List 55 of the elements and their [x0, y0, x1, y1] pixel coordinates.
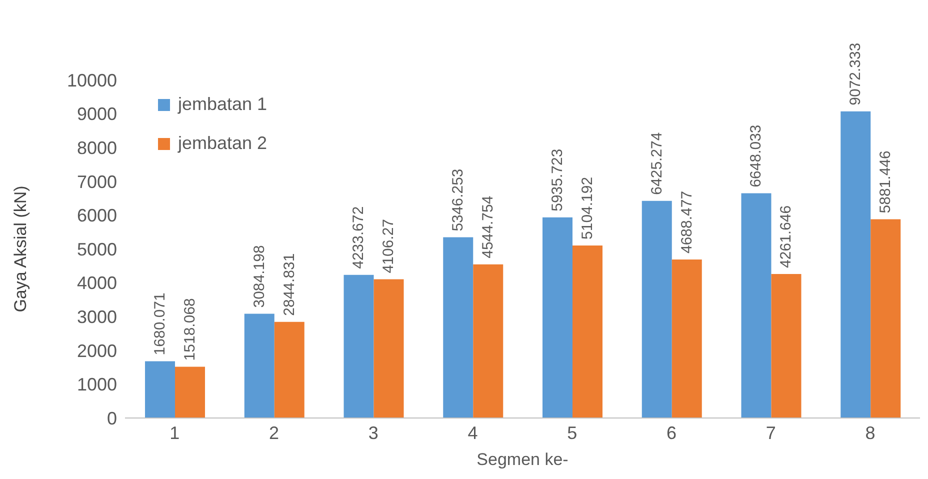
y-tick-label: 3000	[76, 306, 117, 327]
y-tick-label: 1000	[76, 374, 117, 395]
data-label: 9072.333	[847, 42, 864, 106]
y-tick-label: 6000	[76, 206, 117, 226]
y-tick-label: 4000	[76, 273, 117, 294]
legend-label: jembatan 2	[178, 133, 268, 154]
bar	[642, 200, 672, 418]
y-tick-label: 10000	[66, 70, 117, 90]
x-tick-label: 1	[170, 422, 180, 443]
bar	[473, 264, 504, 418]
x-tick-label: 6	[666, 422, 677, 443]
data-label: 5104.192	[579, 176, 596, 240]
data-label: 2844.831	[280, 253, 298, 316]
data-label: 3084.198	[250, 245, 268, 308]
bar	[274, 322, 304, 418]
bar	[572, 245, 602, 418]
legend-label: jembatan 1	[178, 94, 268, 115]
y-tick-label: 2000	[76, 340, 117, 361]
bar	[344, 274, 374, 418]
bar	[542, 217, 572, 418]
bar	[175, 366, 205, 418]
x-tick-label: 3	[368, 422, 378, 443]
bar	[244, 314, 274, 418]
data-label: 4106.27	[380, 218, 398, 274]
bar	[741, 193, 772, 418]
y-tick-label: 0	[106, 408, 117, 428]
data-label: 4233.672	[350, 206, 368, 269]
bar	[443, 237, 474, 418]
bar	[870, 219, 901, 418]
bar	[374, 279, 404, 418]
data-label: 1680.071	[152, 292, 168, 356]
y-axis-title: Gaya Aksial (kN)	[11, 186, 30, 312]
x-tick-label: 8	[865, 422, 876, 443]
x-axis-title: Segmen ke-	[476, 450, 568, 469]
bar	[672, 260, 702, 418]
x-tick-label: 2	[269, 422, 280, 443]
data-label: 6425.274	[648, 132, 666, 195]
x-tick-label: 4	[468, 422, 478, 443]
bar	[771, 274, 802, 418]
data-label: 5935.723	[549, 148, 566, 212]
x-tick-label: 7	[766, 422, 776, 443]
x-tick-label: 5	[567, 422, 578, 443]
data-label: 6648.033	[748, 124, 765, 188]
data-label: 5881.446	[877, 150, 894, 214]
y-tick-label: 8000	[76, 138, 117, 158]
bar	[145, 361, 175, 418]
y-tick-label: 5000	[76, 239, 117, 260]
data-label: 4688.477	[678, 190, 696, 254]
data-label: 1518.068	[182, 298, 198, 361]
bar	[840, 111, 871, 418]
data-label: 5346.253	[450, 168, 467, 232]
data-label: 4261.646	[778, 205, 795, 268]
data-label: 4544.754	[480, 196, 497, 258]
y-tick-label: 9000	[76, 104, 117, 124]
y-tick-label: 7000	[76, 172, 117, 192]
